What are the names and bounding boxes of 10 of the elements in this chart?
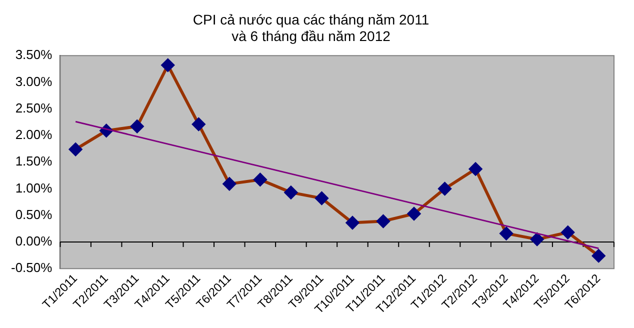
y-tick-label: 1.00% bbox=[15, 180, 53, 196]
chart-title: CPI cả nước qua các tháng năm 2011 và 6 tháng đầu năm 2012 bbox=[192, 11, 430, 44]
y-tick-label: 2.50% bbox=[15, 100, 53, 116]
y-tick-label: 2.00% bbox=[15, 127, 53, 142]
y-tick-label: 3.00% bbox=[15, 74, 53, 89]
y-tick-label: 1.50% bbox=[15, 154, 53, 169]
y-tick-label: 0.50% bbox=[15, 206, 53, 222]
y-tick-label: -0.50% bbox=[10, 260, 53, 276]
y-tick-label: 0.00% bbox=[15, 234, 53, 249]
y-tick-label: 3.50% bbox=[15, 47, 53, 62]
